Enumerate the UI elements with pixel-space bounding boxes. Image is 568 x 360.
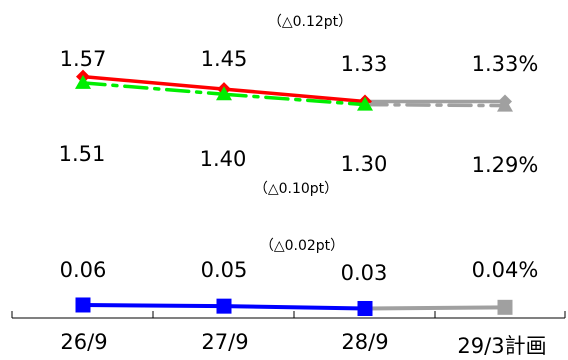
x-tick-label-1: 26/9 (60, 330, 108, 354)
series-3-marker-2 (216, 298, 232, 314)
x-tick-label-4: 29/3計画 (457, 334, 547, 358)
annotation-blue-delta: （△0.02pt） (259, 238, 345, 254)
series-1-segment-2 (222, 87, 367, 104)
series-2-marker-3 (357, 96, 373, 111)
series-3-marker-3 (357, 300, 373, 316)
series-3-segment-1 (81, 302, 226, 309)
series-3-marker-4 (497, 299, 513, 315)
x-tick-label-3: 28/9 (341, 330, 389, 354)
red-value-label-1: 1.57 (59, 47, 107, 71)
red-value-label-3: 1.33 (340, 52, 388, 76)
series-2-plan-segment (363, 102, 507, 108)
green-value-label-3: 1.30 (340, 152, 388, 176)
series-2-marker-1 (75, 74, 91, 89)
green-value-label-1: 1.51 (58, 142, 106, 166)
series-2-segment-2 (222, 92, 367, 107)
blue-value-label-1: 0.06 (59, 258, 107, 282)
green-value-label-4: 1.29% (471, 153, 539, 177)
blue-value-label-2: 0.05 (200, 258, 248, 282)
annotation-red-delta: （△0.12pt） (267, 14, 353, 30)
series-2-marker-4 (497, 97, 513, 112)
annotation-green-delta: （△0.10pt） (253, 181, 339, 197)
series-1-segment-1 (81, 74, 226, 91)
series-3-marker-1 (75, 297, 91, 313)
blue-value-label-3: 0.03 (340, 261, 388, 285)
series-3-plan-segment (363, 305, 507, 311)
series-2-marker-2 (216, 86, 232, 101)
series-3-segment-2 (222, 304, 367, 311)
red-value-label-4: 1.33% (471, 52, 539, 76)
series-2-segment-1 (81, 81, 226, 97)
green-value-label-2: 1.40 (199, 147, 247, 171)
x-tick-label-2: 27/9 (201, 330, 249, 354)
blue-value-label-4: 0.04% (471, 258, 539, 282)
red-value-label-2: 1.45 (200, 47, 248, 71)
